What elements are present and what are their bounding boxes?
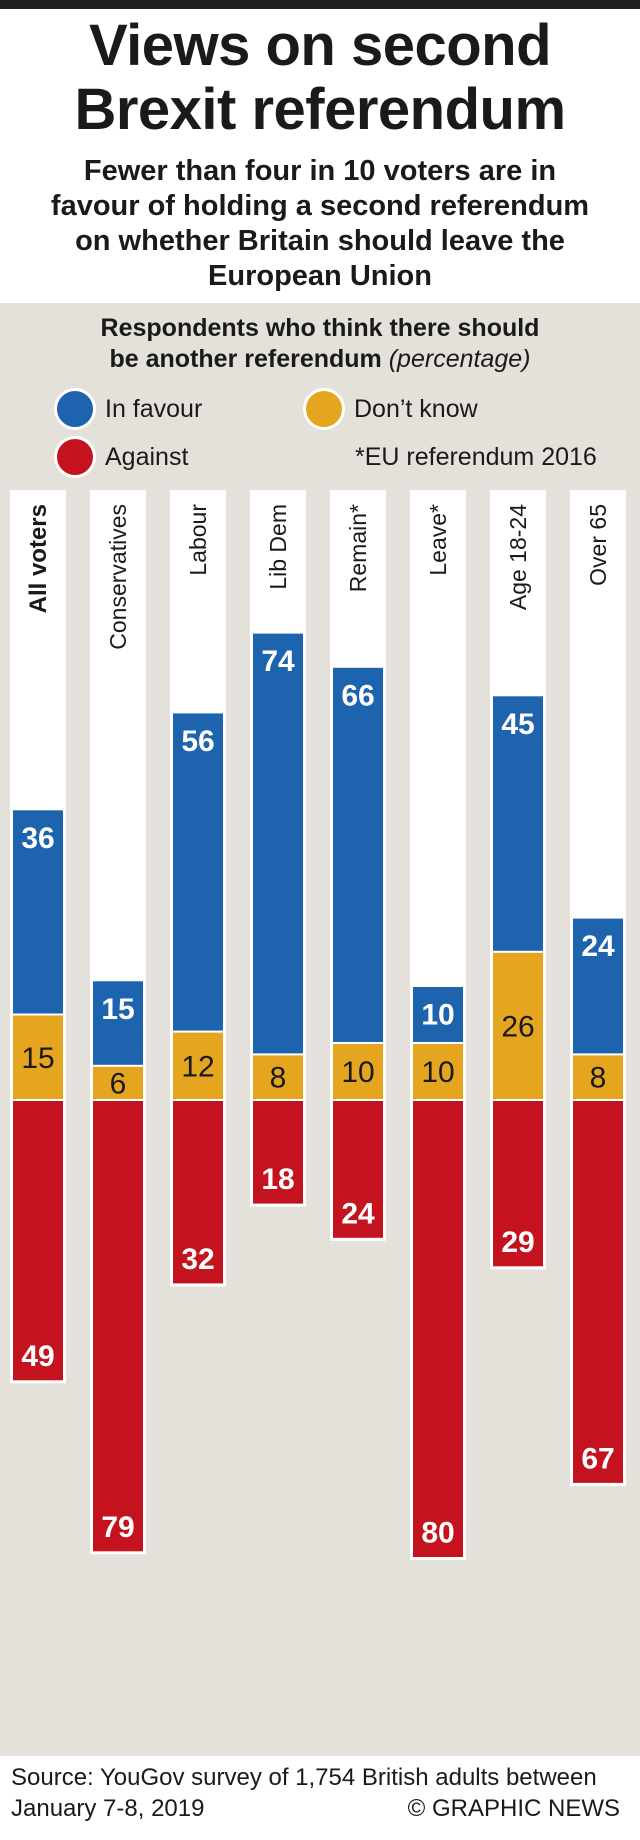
label-against-over-65: 67 [581,1442,614,1475]
chart-heading: Respondents who think there should be an… [0,313,640,375]
bar-against-conservatives [93,1101,143,1552]
chart-heading-line-2: be another referendum (percentage) [0,344,640,375]
label-against-leave: 80 [421,1517,454,1550]
legend-dont-know-swatch [303,388,345,430]
bar-in-favour-age-18-24 [493,696,543,951]
category-label-labour: Labour [185,504,211,576]
label-in-favour-all-voters: 36 [21,822,54,855]
legend-dont-know-label: Don’t know [354,395,478,423]
label-dont-know-conservatives: 6 [110,1067,127,1100]
source-line-1: Source: YouGov survey of 1,754 British a… [11,1764,597,1791]
stacked-bar-chart: 36 15 49 All voters 15 6 79 Conservatives 56 12 32… [10,490,626,1560]
label-dont-know-leave: 10 [421,1056,454,1089]
label-dont-know-remain: 10 [341,1056,374,1089]
chart-heading-line-2-text: be another referendum [109,345,382,373]
bar-dont-know-age-18-24 [493,952,543,1099]
label-dont-know-age-18-24: 26 [501,1010,534,1043]
bar-dont-know-all-voters [13,1015,63,1099]
source-line-2: January 7-8, 2019 [11,1795,205,1822]
bar-against-over-65 [573,1101,623,1483]
column-bg-leave [410,490,466,991]
label-against-labour: 32 [181,1243,214,1276]
eu-referendum-note: *EU referendum 2016 [355,443,597,471]
bar-against-labour [173,1101,223,1284]
label-against-all-voters: 49 [21,1340,54,1373]
category-label-all-voters: All voters [25,504,52,613]
bar-against-remain [333,1101,383,1238]
bar-against-age-18-24 [493,1101,543,1267]
category-label-leave: Leave* [425,504,451,576]
category-label-conservatives: Conservatives [105,504,131,650]
legend-in-favour-swatch [54,388,96,430]
source-note: Source: YouGov survey of 1,754 British a… [11,1762,597,1824]
label-against-lib-dem: 18 [261,1163,294,1196]
column-bg-over-65 [570,490,626,923]
chart-title: Views on second Brexit referendum [0,14,640,142]
column-bg-labour [170,490,226,718]
title-line-2: Brexit referendum [74,77,566,142]
subtitle-line-3: on whether Britain should leave the [75,225,565,257]
category-label-over-65: Over 65 [585,504,611,586]
label-against-remain: 24 [341,1197,375,1230]
label-dont-know-labour: 12 [181,1050,214,1083]
bar-against-all-voters [13,1101,63,1381]
label-against-conservatives: 79 [101,1511,134,1544]
category-label-lib-dem: Lib Dem [265,504,291,590]
legend-against-label: Against [105,443,189,471]
bar-in-favour-conservatives [93,981,143,1065]
chart-subtitle: Fewer than four in 10 voters are in favo… [10,154,630,294]
bar-dont-know-conservatives [93,1066,143,1099]
bar-in-favour-leave [413,987,463,1042]
column-bg-age-18-24 [490,490,546,701]
category-label-age-18-24: Age 18-24 [505,504,531,610]
label-in-favour-over-65: 24 [581,930,615,963]
label-in-favour-conservatives: 15 [101,993,134,1026]
footer [0,1756,640,1840]
bar-in-favour-all-voters [13,810,63,1014]
subtitle-line-1: Fewer than four in 10 voters are in [83,155,557,187]
bar-in-favour-lib-dem [253,633,303,1054]
label-in-favour-remain: 66 [341,679,374,712]
top-rule [0,0,640,9]
label-in-favour-labour: 56 [181,725,214,758]
bar-in-favour-remain [333,667,383,1042]
column-bg-all-voters [10,490,66,815]
title-line-1: Views on second [88,13,552,78]
category-label-remain: Remain* [345,504,371,592]
credit: © GRAPHIC NEWS [407,1795,620,1822]
column-bg-conservatives [90,490,146,986]
chart-heading-unit: (percentage) [388,345,531,373]
bar-dont-know-over-65 [573,1055,623,1099]
bar-dont-know-labour [173,1032,223,1099]
column-bg-lib-dem [250,490,306,638]
subtitle-line-4: European Union [208,260,432,292]
legend-in-favour-label: In favour [105,395,203,423]
label-in-favour-age-18-24: 45 [501,708,534,741]
bar-dont-know-remain [333,1044,383,1099]
column-bg-remain [330,490,386,672]
label-in-favour-leave: 10 [421,999,454,1032]
chart-heading-line-1: Respondents who think there should [100,314,540,342]
label-dont-know-over-65: 8 [590,1062,607,1095]
label-dont-know-all-voters: 15 [21,1042,54,1075]
label-in-favour-lib-dem: 74 [261,645,295,678]
bar-dont-know-leave [413,1044,463,1099]
bar-dont-know-lib-dem [253,1055,303,1099]
label-dont-know-lib-dem: 8 [270,1062,287,1095]
bar-against-leave [413,1101,463,1557]
legend-against-swatch [54,436,96,478]
bar-against-lib-dem [253,1101,303,1204]
bar-in-favour-labour [173,713,223,1031]
subtitle-line-2: favour of holding a second referendum [50,190,590,222]
bar-in-favour-over-65 [573,918,623,1054]
label-against-age-18-24: 29 [501,1226,534,1259]
